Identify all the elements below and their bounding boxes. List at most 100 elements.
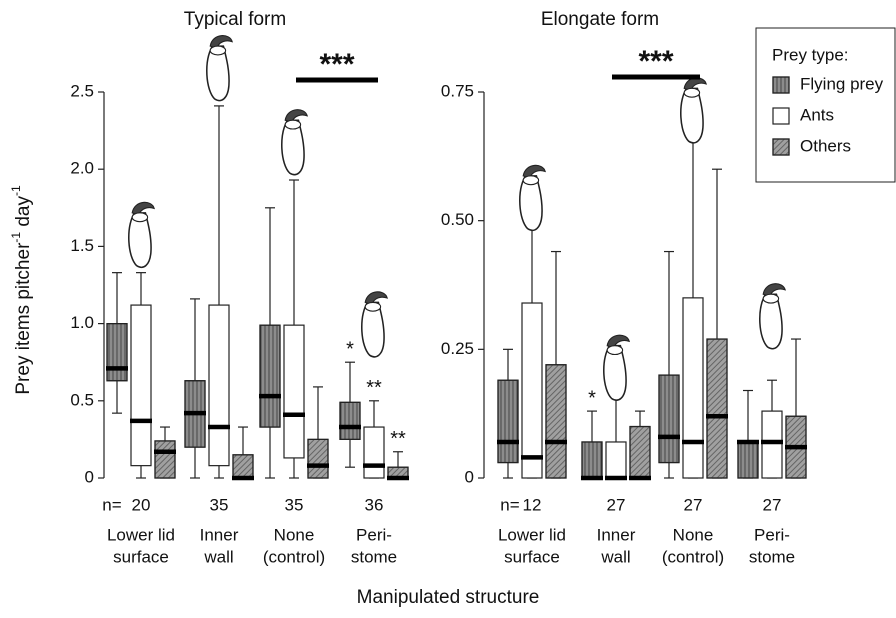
n-value: 35 <box>285 495 304 514</box>
x-tick-label: Inner <box>597 525 636 544</box>
x-tick-label: surface <box>504 547 560 566</box>
y-axis-label: Prey items pitcher-1 day-1 <box>9 185 34 395</box>
pitcher-lid <box>522 164 546 179</box>
significance-label: *** <box>319 48 354 81</box>
pitcher-body <box>759 293 783 350</box>
y-tick-label: 2.5 <box>70 81 94 100</box>
n-value: 27 <box>684 495 703 514</box>
y-tick-label: 0 <box>85 467 94 486</box>
box <box>232 454 254 479</box>
y-tick-label: 0.5 <box>70 390 94 409</box>
y-tick-label: 1.5 <box>70 236 94 255</box>
x-tick-label: surface <box>113 547 169 566</box>
x-tick-label: Peri- <box>754 525 790 544</box>
x-tick-label: wall <box>600 547 630 566</box>
y-tick-label: 0 <box>465 467 474 486</box>
pitcher-lid <box>284 109 308 124</box>
legend-label: Flying prey <box>800 74 884 93</box>
n-value: 20 <box>132 495 151 514</box>
y-label-text: Prey items pitcher <box>13 242 34 395</box>
pitcher-body <box>281 119 305 176</box>
y-label-sup: -1 <box>9 232 23 243</box>
x-tick-label: Lower lid <box>498 525 566 544</box>
legend-title: Prey type: <box>772 45 849 64</box>
box <box>208 304 230 467</box>
x-tick-label: Inner <box>200 525 239 544</box>
pitcher-rim <box>364 301 382 312</box>
y-tick-label: 0.50 <box>441 210 474 229</box>
n-value: 36 <box>365 495 384 514</box>
box <box>629 425 651 479</box>
x-tick-label: stome <box>351 547 397 566</box>
y-tick-label: 0.75 <box>441 81 474 100</box>
pitcher-rim <box>209 45 227 56</box>
pitcher-icon <box>603 334 630 401</box>
n-label: n= <box>102 495 121 514</box>
pitcher-body <box>603 344 627 401</box>
pitcher-rim <box>762 293 780 304</box>
box <box>363 426 385 479</box>
box <box>259 324 281 428</box>
pitcher-body <box>128 212 152 269</box>
legend-label: Ants <box>800 105 834 124</box>
pitcher-body <box>361 301 385 358</box>
pitcher-icon <box>206 35 233 102</box>
x-tick-label: Lower lid <box>107 525 175 544</box>
n-value: 27 <box>763 495 782 514</box>
legend-box <box>755 27 896 183</box>
box <box>521 302 543 479</box>
box <box>497 379 519 464</box>
significance-mark: ** <box>366 377 382 399</box>
box <box>154 440 176 479</box>
x-tick-label: None <box>673 525 714 544</box>
pitcher-rim <box>284 119 302 130</box>
pitcher-icon <box>361 291 388 358</box>
x-tick-label: Peri- <box>356 525 392 544</box>
box <box>682 297 704 479</box>
pitcher-body <box>519 175 543 232</box>
box <box>706 338 728 479</box>
x-tick-label: stome <box>749 547 795 566</box>
y-tick-label: 1.0 <box>70 313 94 332</box>
n-value: 35 <box>210 495 229 514</box>
box <box>737 441 759 479</box>
y-tick-label: 0.25 <box>441 339 474 358</box>
n-value: 27 <box>607 495 626 514</box>
pitcher-icon <box>519 164 546 232</box>
n-value: 12 <box>523 495 542 514</box>
pitcher-icon <box>128 201 155 269</box>
significance-mark: ** <box>390 428 406 450</box>
pitcher-lid <box>131 201 155 216</box>
chart-title: Elongate form <box>541 9 659 30</box>
box <box>761 410 783 479</box>
legend-swatch <box>772 76 790 94</box>
x-tick-label: (control) <box>662 547 724 566</box>
box <box>581 441 603 479</box>
significance-label: *** <box>638 45 673 78</box>
box <box>283 324 305 459</box>
pitcher-icon <box>759 283 786 350</box>
pitcher-icon <box>680 77 707 144</box>
pitcher-lid <box>364 291 388 306</box>
pitcher-icon <box>281 109 308 176</box>
x-axis-label: Manipulated structure <box>357 587 540 608</box>
pitcher-lid <box>606 334 630 349</box>
pitcher-rim <box>131 212 149 223</box>
pitcher-rim <box>606 345 624 356</box>
chart-title: Typical form <box>184 9 286 30</box>
legend-label: Others <box>800 136 851 155</box>
significance-mark: * <box>588 387 596 409</box>
legend-swatch <box>772 138 790 156</box>
significance-mark: * <box>346 338 354 360</box>
pitcher-lid <box>762 283 786 298</box>
box <box>307 438 329 479</box>
box <box>130 304 152 467</box>
x-tick-label: (control) <box>263 547 325 566</box>
pitcher-lid <box>683 77 707 92</box>
box <box>545 364 567 479</box>
x-tick-label: None <box>274 525 315 544</box>
x-tick-label: wall <box>203 547 233 566</box>
y-label-text: day <box>13 196 34 232</box>
y-label-sup: -1 <box>9 185 23 196</box>
